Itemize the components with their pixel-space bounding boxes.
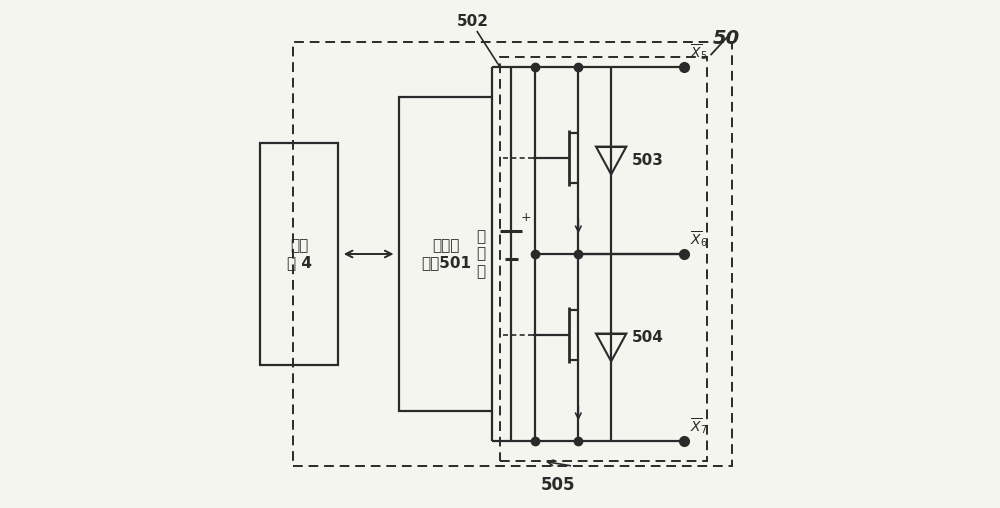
Text: 504: 504 [631,330,663,345]
Text: +: + [520,211,531,224]
Bar [260,143,338,365]
Text: 502: 502 [457,14,489,29]
Text: 控制
器 4: 控制 器 4 [287,238,312,270]
Text: $\overline{X}_6$: $\overline{X}_6$ [690,229,708,249]
Text: $\overline{X}_7$: $\overline{X}_7$ [690,416,708,436]
Text: 蒓
电
池: 蒓 电 池 [476,229,485,279]
Bar [500,57,707,461]
Text: $\overline{X}_5$: $\overline{X}_5$ [690,42,708,62]
Text: 505: 505 [541,476,575,494]
Text: 电压传
感器501: 电压传 感器501 [421,238,471,270]
Bar [293,42,732,466]
Text: 50: 50 [713,29,740,48]
Text: 503: 503 [631,153,663,168]
Bar [399,98,492,410]
